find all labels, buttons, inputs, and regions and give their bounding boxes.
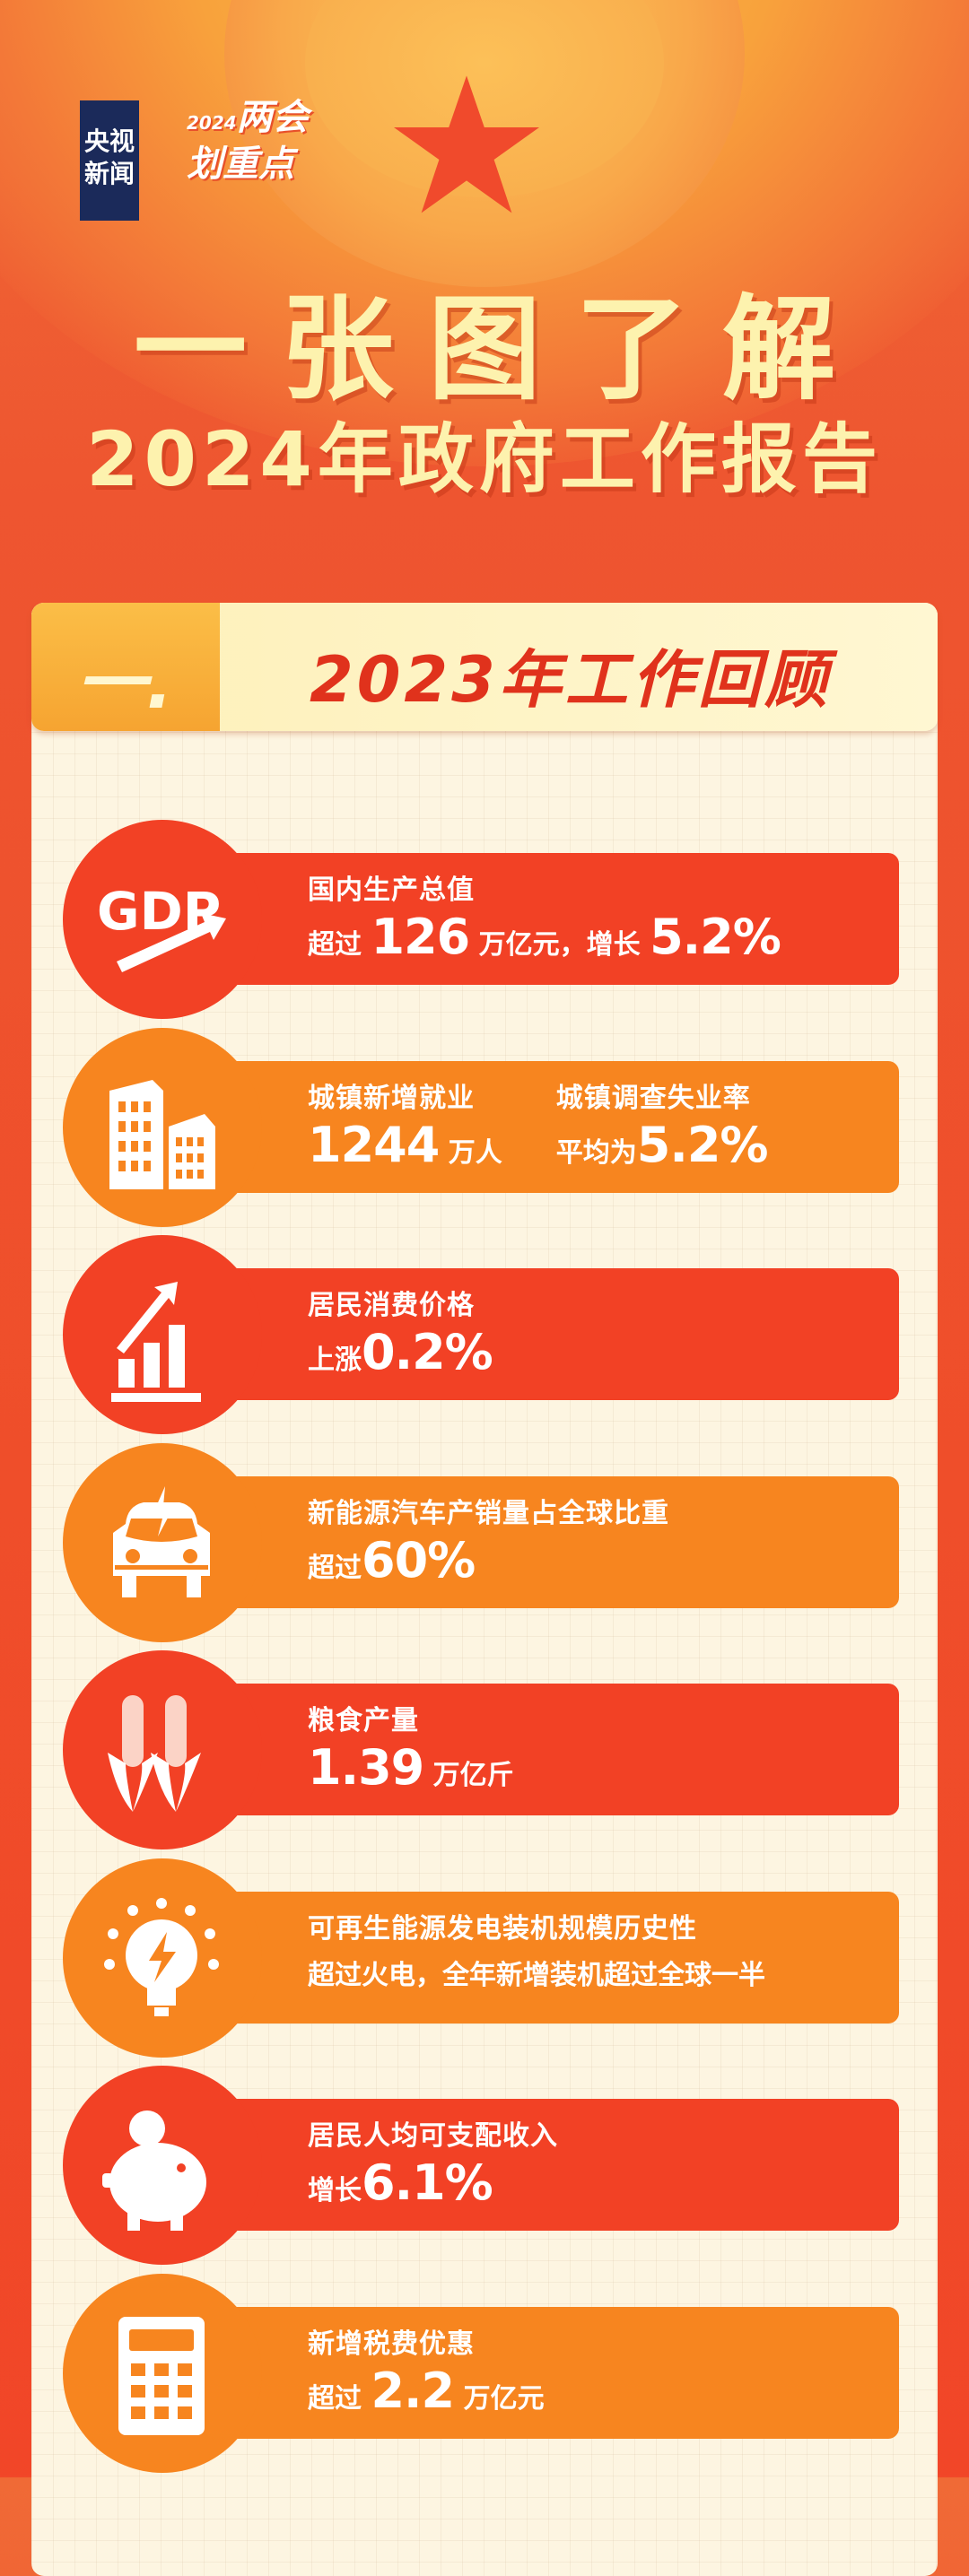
stat-value: 1.39 万亿斤 [308, 1739, 514, 1805]
stat-label: 国内生产总值 [308, 875, 475, 906]
stat-label: 城镇新增就业 [308, 1082, 475, 1114]
stat-value: 平均为5.2% [555, 1116, 769, 1182]
stat-label: 粮食产量 [308, 1705, 419, 1736]
stat-bar [206, 1475, 899, 1608]
stat-value-text: 超过 [308, 2382, 371, 2415]
stat-label: 可再生能源发电装机规模历史性 [308, 1912, 697, 1945]
stat-value-text: 平均为 [555, 1136, 637, 1169]
stat-column: 居民人均可支配收入 增长6.1% [308, 2119, 558, 2220]
stat-number: 126 [371, 909, 470, 965]
stat-number: 5.2% [636, 1116, 769, 1173]
stat-value-text: 超过 [308, 929, 371, 961]
bar-chart-up-icon [111, 1282, 201, 1402]
stat-column: 居民消费价格 上涨0.2% [308, 1288, 493, 1389]
logo-line1: 央视 [83, 126, 135, 156]
stat-bar [206, 853, 899, 985]
stat-value: 超过火电，全年新增装机超过全球一半 [308, 1947, 765, 2005]
stat-value-text: 上涨 [308, 1345, 362, 1376]
corn-icon [108, 1695, 201, 1812]
event-line1: 两会 [236, 97, 309, 138]
icon-circle [63, 1650, 262, 1849]
calculator-icon [118, 2316, 205, 2435]
stat-column: 新增税费优惠 超过 2.2 万亿元 [308, 2327, 545, 2428]
icon-circle [63, 820, 262, 1019]
stat-item: GDP 国内生产总值 超过 126 万亿元，增长 5.2% [0, 820, 969, 1019]
stat-number: 1244 [308, 1116, 440, 1173]
stat-bar [206, 1060, 899, 1193]
stat-bar [206, 2099, 899, 2231]
stat-item: 居民消费价格 上涨0.2% [0, 1235, 969, 1434]
stat-value-text: 增长 [308, 2175, 362, 2206]
section-heading: 2023年工作回顾 [310, 643, 831, 717]
stat-label: 新增税费优惠 [308, 2328, 475, 2360]
section-header: 一. 2023年工作回顾 [31, 603, 938, 731]
stat-number: 60% [362, 1531, 476, 1588]
logo-line2: 新闻 [83, 159, 135, 188]
buildings-icon [109, 1079, 215, 1189]
stat-value-text: 万亿元 [454, 2382, 545, 2415]
stat-number: 0.2% [362, 1324, 493, 1380]
header-decoration [0, 0, 969, 628]
stat-text: 新增税费优惠 超过 2.2 万亿元 [308, 2327, 598, 2428]
stat-label: 新能源汽车产销量占全球比重 [308, 1497, 669, 1529]
event-line2: 划重点 [187, 144, 294, 185]
stat-value: 上涨0.2% [308, 1324, 493, 1389]
stat-label: 城镇调查失业率 [555, 1082, 751, 1114]
stat-label: 居民消费价格 [308, 1290, 475, 1321]
stat-value-text: 万人 [439, 1136, 502, 1169]
stat-item: 居民人均可支配收入 增长6.1% [0, 2066, 969, 2265]
stat-item: 粮食产量 1.39 万亿斤 [0, 1650, 969, 1849]
stat-text: 城镇新增就业 1244 万人 城镇调查失业率 平均为5.2% [308, 1081, 822, 1182]
stat-column: 国内生产总值 超过 126 万亿元，增长 5.2% [308, 873, 781, 974]
stat-column: 粮食产量 1.39 万亿斤 [308, 1703, 514, 1805]
stat-number: 6.1% [362, 2154, 493, 2211]
stat-text: 居民消费价格 上涨0.2% [308, 1288, 546, 1389]
stat-value: 增长6.1% [308, 2154, 558, 2220]
stat-item: 新增税费优惠 超过 2.2 万亿元 [0, 2273, 969, 2473]
stat-bar [206, 1891, 899, 2023]
lightbulb-bolt-icon [104, 1897, 219, 2016]
stat-value-text: 超过火电，全年新增装机超过全球一半 [308, 1959, 765, 1991]
section-number: 一. [76, 644, 173, 725]
page-title: 一张图了解 [134, 283, 869, 415]
stat-bar [206, 1684, 899, 1815]
stat-value-text: 超过 [308, 1552, 362, 1584]
star-icon [394, 75, 539, 213]
stat-text: 新能源汽车产销量占全球比重 超过60% [308, 1496, 723, 1597]
stat-value: 超过60% [308, 1532, 669, 1597]
stat-column: 新能源汽车产销量占全球比重 超过60% [308, 1496, 669, 1597]
stat-value: 超过 126 万亿元，增长 5.2% [308, 909, 781, 974]
stat-value-text: 万亿元，增长 [469, 929, 650, 961]
stat-text: 居民人均可支配收入 增长6.1% [308, 2119, 612, 2220]
event-logo: 2024两会 划重点 [187, 97, 309, 185]
stat-column: 城镇新增就业 1244 万人 [308, 1081, 502, 1182]
stat-value-text: 万亿斤 [423, 1760, 514, 1791]
stat-number: 5.2% [650, 909, 781, 965]
stat-item: 新能源汽车产销量占全球比重 超过60% [0, 1442, 969, 1642]
stat-bar [206, 2306, 899, 2439]
stat-item: 城镇新增就业 1244 万人 城镇调查失业率 平均为5.2% [0, 1027, 969, 1227]
stat-text: 可再生能源发电装机规模历史性超过火电，全年新增装机超过全球一半 [308, 1911, 819, 2005]
stat-item: 可再生能源发电装机规模历史性超过火电，全年新增装机超过全球一半 [0, 1858, 969, 2058]
piggy-bank-icon [102, 2110, 206, 2231]
stat-text: 国内生产总值 超过 126 万亿元，增长 5.2% [308, 873, 834, 974]
electric-car-icon [113, 1485, 210, 1597]
stat-number: 2.2 [371, 2362, 455, 2419]
section-number-tab: 一. [31, 603, 220, 731]
gdp-arrow-icon: GDP [97, 881, 226, 972]
stat-bar [206, 1268, 899, 1400]
stat-value: 1244 万人 [308, 1117, 502, 1182]
stat-value: 超过 2.2 万亿元 [308, 2363, 545, 2428]
stat-number: 1.39 [308, 1739, 424, 1796]
stat-text: 粮食产量 1.39 万亿斤 [308, 1703, 568, 1805]
stat-column: 城镇调查失业率 平均为5.2% [555, 1081, 769, 1182]
page-subtitle: 2024年政府工作报告 [86, 415, 883, 503]
event-year: 2024 [187, 112, 237, 134]
stat-column: 可再生能源发电装机规模历史性超过火电，全年新增装机超过全球一半 [308, 1911, 765, 2005]
cctv-news-logo: 央视 新闻 [80, 100, 139, 221]
stat-label: 居民人均可支配收入 [308, 2120, 558, 2152]
